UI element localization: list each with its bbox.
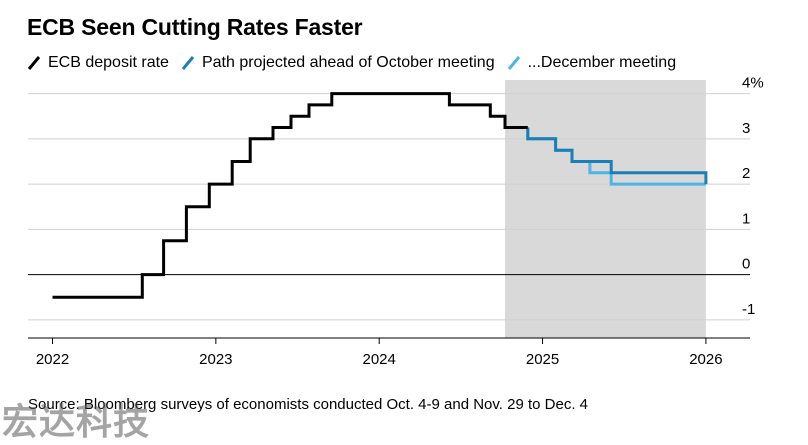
legend: ECB deposit rate Path projected ahead of… xyxy=(27,52,688,74)
y-tick-label: 4% xyxy=(742,75,764,92)
legend-label: Path projected ahead of October meeting xyxy=(201,54,495,71)
legend-swatch-dark-blue xyxy=(181,55,195,71)
legend-label: ECB deposit rate xyxy=(48,54,169,71)
x-tick-label: 2022 xyxy=(36,351,69,368)
chart-title: ECB Seen Cutting Rates Faster xyxy=(27,14,363,40)
legend-swatch-light-blue xyxy=(507,55,521,71)
legend-swatch-black xyxy=(27,55,41,71)
legend-label: ...December meeting xyxy=(527,54,677,71)
legend-item-december-path: ...December meeting xyxy=(507,54,677,72)
x-tick-label: 2026 xyxy=(689,351,722,368)
y-tick-label: 3 xyxy=(742,120,750,137)
chart-canvas: 4% 3 2 1 0 -1 2022 2023 2024 2025 2026 xyxy=(28,75,764,368)
legend-item-deposit-rate: ECB deposit rate xyxy=(27,54,169,72)
y-tick-label: 1 xyxy=(742,210,750,227)
x-tick-label: 2024 xyxy=(363,351,396,368)
x-tick-label: 2025 xyxy=(526,351,559,368)
x-tick-label: 2023 xyxy=(199,351,232,368)
series-line-deposit-rate xyxy=(52,92,528,299)
legend-item-october-path: Path projected ahead of October meeting xyxy=(181,54,495,72)
source-note: Source: Bloomberg surveys of economists … xyxy=(28,396,589,413)
y-tick-label: -1 xyxy=(742,301,755,318)
watermark: 宏达科技 xyxy=(2,402,151,443)
projection-shaded-region xyxy=(504,80,706,338)
y-tick-label: 2 xyxy=(742,165,750,182)
series-line-october-path xyxy=(526,127,708,185)
y-tick-label: 0 xyxy=(742,256,750,273)
